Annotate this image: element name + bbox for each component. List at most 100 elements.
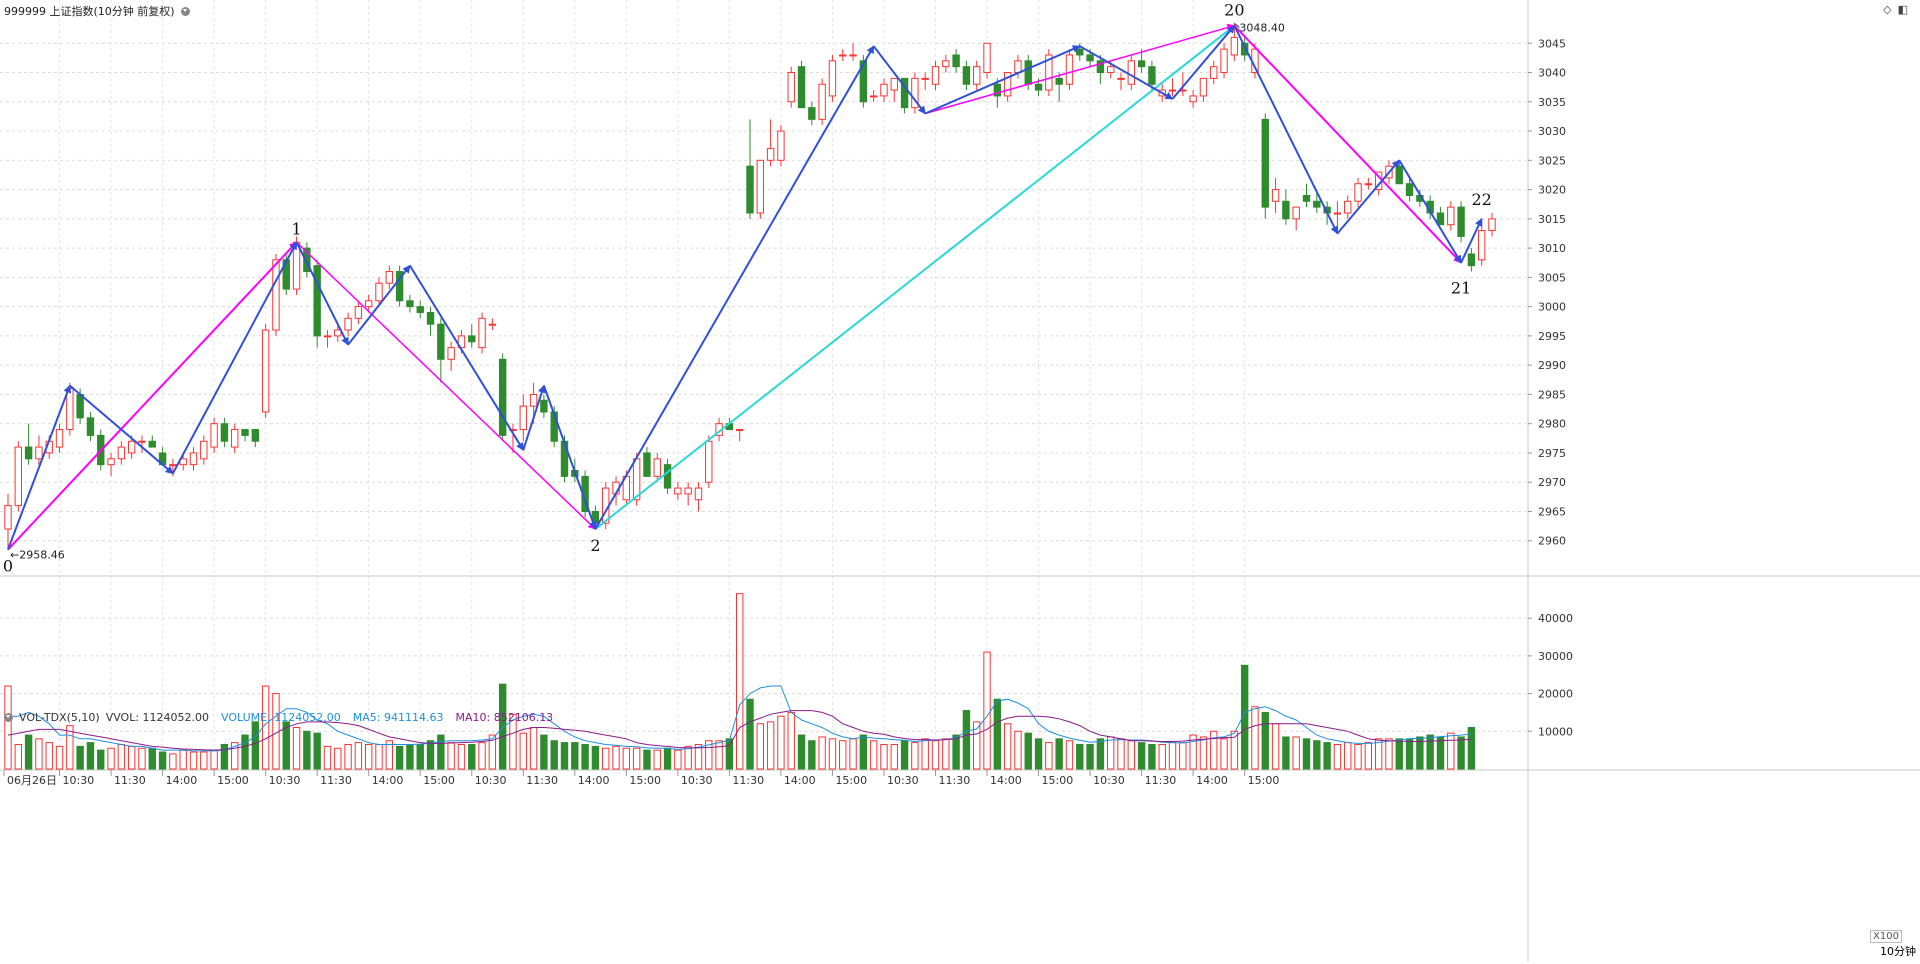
candle-body[interactable]	[1034, 83, 1043, 91]
blue-stroke-line[interactable]	[69, 384, 174, 475]
candle-body[interactable]	[931, 66, 940, 85]
candle-body[interactable]	[808, 107, 816, 120]
candle-body[interactable]	[839, 54, 847, 57]
magenta-segment-line[interactable]	[7, 241, 298, 551]
candle-body[interactable]	[797, 66, 806, 109]
volume-bar[interactable]	[1323, 742, 1331, 770]
volume-bar[interactable]	[849, 738, 857, 770]
volume-bar[interactable]	[540, 734, 548, 770]
candle-body[interactable]	[993, 83, 1002, 97]
candle-body[interactable]	[1395, 165, 1403, 185]
volume-bar[interactable]	[1467, 727, 1476, 770]
volume-bar[interactable]	[1065, 740, 1074, 770]
cyan-trend-line[interactable]	[594, 24, 1236, 530]
volume-bar[interactable]	[344, 743, 352, 770]
candle-body[interactable]	[962, 66, 971, 85]
candle-body[interactable]	[756, 159, 765, 214]
volume-bar[interactable]	[1003, 723, 1012, 770]
candle-body[interactable]	[1405, 183, 1414, 196]
volume-bar[interactable]	[983, 651, 991, 770]
candle-body[interactable]	[169, 464, 177, 467]
volume-bar[interactable]	[1364, 742, 1373, 770]
volume-bar[interactable]	[1220, 738, 1228, 770]
volume-bar[interactable]	[251, 721, 260, 770]
volume-bar[interactable]	[1127, 740, 1136, 770]
candle-body[interactable]	[14, 446, 23, 507]
volume-bar[interactable]	[1271, 723, 1280, 770]
volume-bar[interactable]	[1313, 740, 1321, 770]
volume-bar[interactable]	[705, 740, 713, 770]
candle-body[interactable]	[1168, 89, 1177, 92]
candle-body[interactable]	[1055, 77, 1063, 85]
candle-body[interactable]	[220, 423, 229, 442]
volume-bar[interactable]	[138, 747, 146, 770]
candle-body[interactable]	[787, 72, 795, 103]
volume-bar[interactable]	[148, 747, 156, 770]
volume-bar[interactable]	[127, 745, 136, 770]
blue-stroke-line[interactable]	[1233, 25, 1339, 235]
candle-body[interactable]	[1271, 189, 1280, 202]
volume-bar[interactable]	[962, 710, 971, 770]
candle-body[interactable]	[66, 388, 74, 431]
candle-body[interactable]	[519, 405, 527, 431]
candle-body[interactable]	[921, 77, 929, 80]
candle-body[interactable]	[1045, 54, 1053, 91]
candle-body[interactable]	[127, 440, 136, 454]
candle-body[interactable]	[973, 66, 981, 85]
volume-bar[interactable]	[261, 685, 270, 770]
volume-bar[interactable]	[468, 743, 476, 770]
volume-bar[interactable]	[1457, 736, 1465, 770]
volume-bar[interactable]	[97, 749, 105, 770]
volume-bar[interactable]	[488, 734, 497, 770]
volume-bar[interactable]	[612, 745, 620, 770]
candle-body[interactable]	[426, 311, 435, 325]
volume-bar[interactable]	[519, 732, 527, 770]
volume-bar[interactable]	[952, 734, 960, 770]
candle-body[interactable]	[385, 271, 394, 284]
volume-bar[interactable]	[385, 740, 394, 770]
volume-bar[interactable]	[1344, 742, 1352, 770]
volume-bar[interactable]	[210, 749, 218, 770]
candle-body[interactable]	[498, 358, 507, 436]
volume-bar[interactable]	[498, 683, 507, 770]
volume-bar[interactable]	[808, 740, 816, 770]
candle-body[interactable]	[540, 399, 548, 413]
candle-body[interactable]	[488, 323, 497, 326]
volume-bar[interactable]	[1117, 738, 1125, 770]
candle-body[interactable]	[478, 317, 486, 349]
volume-bar[interactable]	[725, 738, 734, 770]
magenta-segment-line[interactable]	[924, 23, 1236, 115]
volume-bar[interactable]	[14, 743, 23, 770]
candle-body[interactable]	[1240, 42, 1249, 56]
candle-body[interactable]	[818, 83, 826, 120]
candle-body[interactable]	[1014, 60, 1022, 74]
volume-bar[interactable]	[797, 734, 806, 770]
volume-bar[interactable]	[426, 740, 435, 770]
candle-body[interactable]	[643, 452, 651, 477]
candle-body[interactable]	[777, 130, 785, 161]
candle-body[interactable]	[1106, 66, 1115, 74]
candle-body[interactable]	[416, 306, 424, 313]
candle-body[interactable]	[313, 265, 321, 337]
candle-body[interactable]	[1333, 212, 1342, 215]
volume-bar[interactable]	[395, 745, 404, 770]
volume-bar[interactable]	[1240, 664, 1249, 770]
candle-body[interactable]	[231, 429, 239, 448]
volume-bar[interactable]	[973, 721, 981, 770]
volume-bar[interactable]	[66, 725, 74, 770]
volume-bar[interactable]	[931, 740, 940, 770]
candle-body[interactable]	[663, 464, 672, 489]
volume-bar[interactable]	[890, 743, 898, 770]
volume-bar[interactable]	[1086, 743, 1094, 770]
blue-stroke-line[interactable]	[1460, 217, 1483, 264]
volume-bar[interactable]	[1416, 736, 1424, 770]
candle-body[interactable]	[1354, 183, 1362, 202]
candle-body[interactable]	[35, 446, 43, 460]
volume-bar[interactable]	[1292, 736, 1300, 770]
volume-bar[interactable]	[272, 693, 280, 770]
volume-bar[interactable]	[694, 743, 703, 770]
candle-body[interactable]	[334, 329, 342, 337]
candle-body[interactable]	[849, 54, 857, 57]
volume-bar[interactable]	[643, 749, 651, 770]
volume-bar[interactable]	[354, 742, 363, 770]
